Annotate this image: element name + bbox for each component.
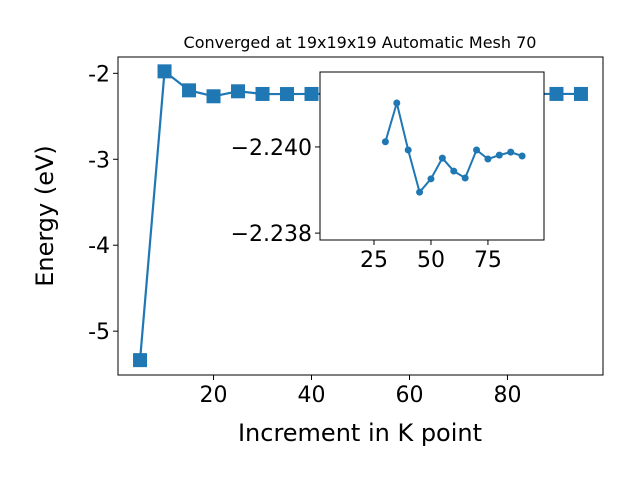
data-point bbox=[255, 86, 270, 101]
y-tick-label: -5 bbox=[88, 320, 110, 345]
data-point bbox=[507, 148, 515, 156]
data-point bbox=[427, 175, 435, 183]
x-axis-label: Increment in K point bbox=[238, 419, 482, 447]
data-point bbox=[461, 174, 469, 182]
data-point bbox=[549, 86, 564, 101]
data-point bbox=[280, 87, 295, 102]
x-tick-label: 50 bbox=[417, 248, 445, 273]
y-axis-label: Energy (eV) bbox=[31, 145, 59, 287]
y-tick-label: −2.238 bbox=[231, 222, 312, 247]
x-tick-label: 25 bbox=[360, 248, 388, 273]
y-tick-label: -2 bbox=[88, 62, 110, 87]
data-point bbox=[404, 146, 412, 154]
data-point bbox=[133, 353, 148, 368]
data-point bbox=[495, 151, 503, 159]
data-point bbox=[157, 64, 172, 79]
plot-frame bbox=[117, 56, 604, 376]
x-tick-label: 75 bbox=[474, 248, 502, 273]
x-tick-label: 60 bbox=[395, 383, 423, 408]
y-tick-label: −2.240 bbox=[231, 136, 312, 161]
data-point bbox=[473, 146, 481, 154]
y-tick-label: -4 bbox=[88, 234, 110, 259]
chart-title: Converged at 19x19x19 Automatic Mesh 70 bbox=[184, 33, 537, 52]
data-point bbox=[393, 99, 401, 107]
x-tick-label: 20 bbox=[200, 383, 228, 408]
data-point bbox=[206, 89, 221, 104]
data-point bbox=[304, 86, 319, 101]
x-tick-label: 40 bbox=[298, 383, 326, 408]
data-point bbox=[438, 154, 446, 162]
x-tick-label: 80 bbox=[493, 383, 521, 408]
data-point bbox=[573, 86, 588, 101]
data-point bbox=[182, 83, 197, 98]
data-point bbox=[381, 138, 389, 146]
data-point bbox=[416, 188, 424, 196]
data-point bbox=[450, 167, 458, 175]
data-point bbox=[231, 84, 246, 99]
plot-area bbox=[320, 72, 544, 240]
data-point bbox=[484, 155, 492, 163]
series-group bbox=[381, 99, 526, 196]
y-tick-label: -3 bbox=[88, 148, 110, 173]
data-point bbox=[518, 152, 526, 160]
plot-frame bbox=[319, 71, 545, 241]
